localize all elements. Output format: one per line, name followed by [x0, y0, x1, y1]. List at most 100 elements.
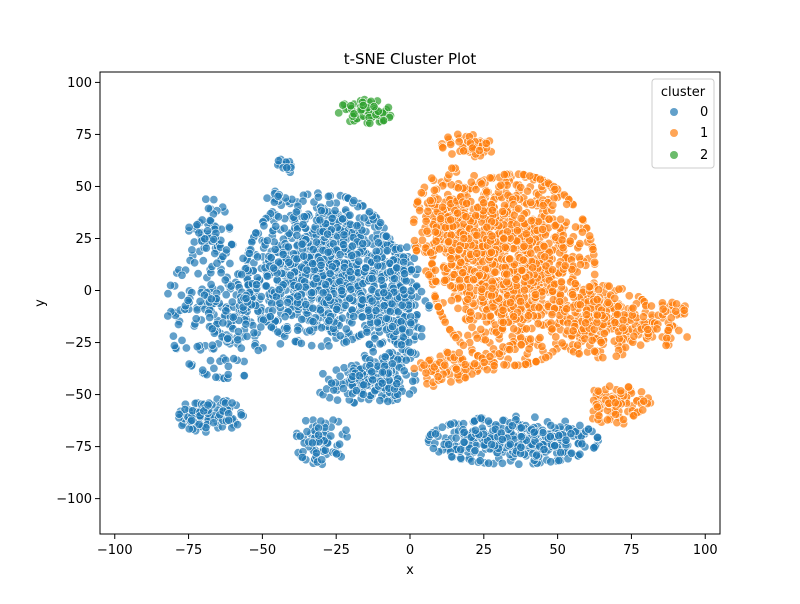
point-cluster-0	[362, 327, 372, 337]
point-cluster-0	[193, 269, 203, 279]
point-cluster-1	[590, 269, 600, 279]
point-cluster-1	[444, 237, 454, 247]
point-cluster-0	[205, 312, 215, 322]
point-cluster-0	[387, 359, 397, 369]
point-cluster-0	[341, 337, 351, 347]
point-cluster-0	[406, 318, 416, 328]
point-cluster-1	[466, 307, 476, 317]
point-cluster-0	[372, 254, 382, 264]
point-cluster-1	[458, 340, 468, 350]
point-cluster-1	[612, 309, 622, 319]
point-cluster-1	[674, 325, 684, 335]
point-cluster-0	[256, 322, 266, 332]
point-cluster-1	[558, 243, 568, 253]
point-cluster-1	[472, 230, 482, 240]
point-cluster-1	[480, 335, 490, 345]
point-cluster-1	[413, 197, 423, 207]
point-cluster-0	[229, 354, 239, 364]
point-cluster-0	[475, 456, 485, 466]
point-cluster-0	[561, 435, 571, 445]
point-cluster-0	[298, 219, 308, 229]
point-cluster-0	[314, 430, 324, 440]
point-cluster-1	[643, 324, 653, 334]
point-cluster-1	[666, 313, 676, 323]
point-cluster-1	[472, 248, 482, 258]
point-cluster-1	[646, 301, 656, 311]
point-cluster-0	[340, 300, 350, 310]
point-cluster-0	[227, 297, 237, 307]
x-ticks: −100 −75 −50 −25 0 25 50 75 100	[97, 534, 718, 558]
point-cluster-0	[233, 420, 243, 430]
point-cluster-0	[339, 363, 349, 373]
point-cluster-1	[485, 352, 495, 362]
point-cluster-0	[184, 222, 194, 232]
point-cluster-0	[312, 273, 322, 283]
point-cluster-1	[568, 326, 578, 336]
point-cluster-0	[358, 295, 368, 305]
point-cluster-1	[487, 283, 497, 293]
x-tick-label: −75	[175, 543, 202, 558]
point-cluster-1	[578, 214, 588, 224]
point-cluster-1	[459, 234, 469, 244]
point-cluster-0	[278, 249, 288, 259]
point-cluster-0	[163, 311, 173, 321]
point-cluster-1	[636, 340, 646, 350]
point-cluster-1	[557, 338, 567, 348]
point-cluster-0	[349, 311, 359, 321]
y-tick-label: −25	[65, 336, 92, 351]
point-cluster-1	[449, 270, 459, 280]
point-cluster-1	[565, 236, 575, 246]
point-cluster-0	[216, 268, 226, 278]
point-cluster-0	[359, 380, 369, 390]
point-cluster-1	[521, 324, 531, 334]
point-cluster-0	[297, 239, 307, 249]
point-cluster-2	[365, 118, 375, 128]
point-cluster-1	[443, 348, 453, 358]
point-cluster-0	[367, 296, 377, 306]
point-cluster-1	[417, 235, 427, 245]
point-cluster-0	[447, 452, 457, 462]
point-cluster-1	[562, 199, 572, 209]
point-cluster-1	[538, 201, 548, 211]
point-cluster-0	[367, 367, 377, 377]
point-cluster-0	[372, 317, 382, 327]
point-cluster-1	[472, 333, 482, 343]
point-cluster-0	[198, 256, 208, 266]
point-cluster-1	[658, 304, 668, 314]
point-cluster-0	[317, 455, 327, 465]
point-cluster-0	[318, 288, 328, 298]
point-cluster-0	[315, 305, 325, 315]
point-cluster-1	[499, 170, 509, 180]
point-cluster-1	[628, 303, 638, 313]
point-cluster-0	[227, 240, 237, 250]
point-cluster-0	[324, 316, 334, 326]
point-cluster-0	[163, 289, 173, 299]
point-cluster-0	[358, 389, 368, 399]
point-cluster-0	[209, 363, 219, 373]
point-cluster-0	[212, 258, 222, 268]
point-cluster-1	[605, 381, 615, 391]
point-cluster-0	[375, 339, 385, 349]
point-cluster-0	[349, 196, 359, 206]
point-cluster-1	[570, 279, 580, 289]
point-cluster-0	[318, 369, 328, 379]
point-cluster-0	[416, 287, 426, 297]
point-cluster-0	[207, 340, 217, 350]
point-cluster-0	[327, 213, 337, 223]
point-cluster-1	[593, 386, 603, 396]
point-cluster-1	[521, 359, 531, 369]
point-cluster-1	[535, 174, 545, 184]
point-cluster-0	[273, 212, 283, 222]
point-cluster-1	[454, 348, 464, 358]
point-cluster-1	[590, 257, 600, 267]
point-cluster-1	[555, 296, 565, 306]
point-cluster-0	[291, 207, 301, 217]
point-cluster-0	[241, 293, 251, 303]
point-cluster-1	[447, 149, 457, 159]
point-cluster-0	[316, 260, 326, 270]
point-cluster-0	[225, 258, 235, 268]
point-cluster-0	[295, 431, 305, 441]
point-cluster-0	[190, 258, 200, 268]
point-cluster-0	[424, 301, 434, 311]
legend-marker-2	[670, 151, 678, 159]
